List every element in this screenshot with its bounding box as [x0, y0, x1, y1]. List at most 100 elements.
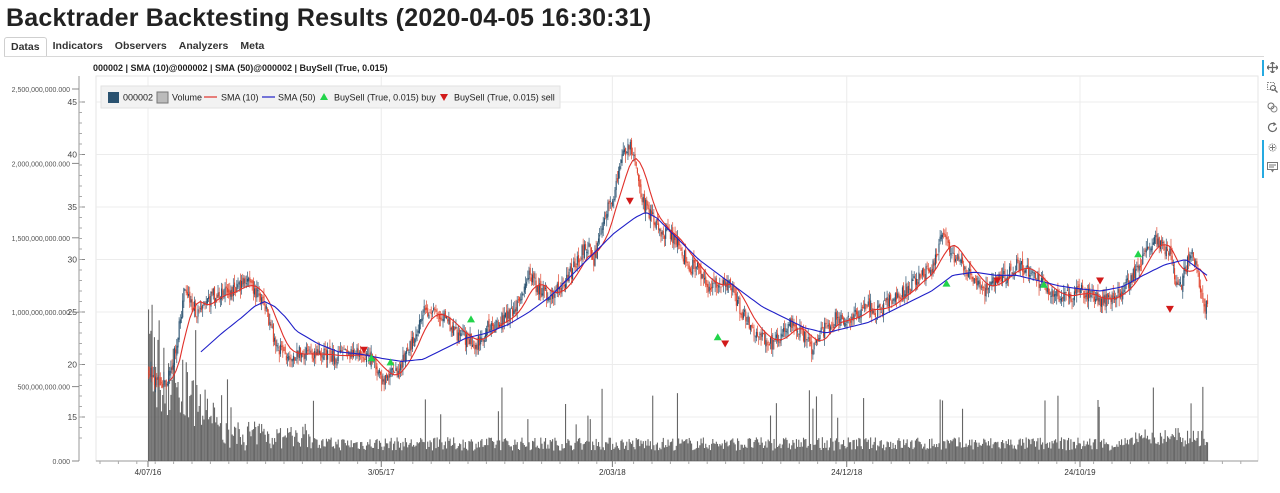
candle-body: [795, 323, 797, 332]
candle-body: [307, 350, 309, 352]
volume-bar: [493, 441, 495, 461]
volume-bar: [183, 414, 185, 461]
hover-tool[interactable]: [1262, 140, 1280, 178]
volume-bar: [692, 450, 694, 461]
volume-bar: [752, 447, 754, 461]
candle-body: [1011, 272, 1013, 275]
volume-bar: [344, 443, 346, 461]
volume-bar: [727, 446, 729, 461]
volume-bar: [991, 448, 993, 461]
candle-body: [1062, 297, 1064, 299]
candle-body: [653, 214, 655, 225]
candle-body: [847, 315, 849, 318]
candle-body: [411, 337, 413, 349]
candle-body: [162, 383, 164, 388]
candle-body: [292, 355, 294, 361]
volume-bar: [317, 447, 319, 461]
volume-bar: [824, 442, 826, 461]
candle-body: [534, 277, 536, 279]
candle-body: [885, 298, 887, 303]
tab-analyzers[interactable]: Analyzers: [178, 40, 229, 52]
candle-body: [600, 233, 602, 235]
volume-bar: [937, 447, 939, 461]
candle-body: [976, 277, 978, 286]
candle-body: [151, 366, 153, 380]
buy-signal-marker: [466, 315, 475, 323]
candle-body: [1117, 288, 1119, 293]
volume-bar: [259, 433, 262, 461]
candle-body: [861, 306, 863, 308]
candle-body: [376, 366, 378, 373]
volume-bar: [1080, 448, 1083, 461]
wheel-zoom-tool[interactable]: [1262, 98, 1280, 118]
volume-bar: [901, 447, 904, 461]
volume-bar: [533, 441, 535, 461]
volume-bar: [319, 448, 322, 461]
volume-bar: [1136, 438, 1138, 461]
candle-body: [1070, 294, 1072, 302]
candle-body: [758, 336, 760, 338]
candle-body: [483, 339, 485, 343]
candle-body: [759, 333, 761, 335]
volume-bar: [165, 382, 167, 461]
volume-bar: [1207, 442, 1209, 461]
volume-bar: [1203, 438, 1205, 461]
candle-body: [148, 370, 150, 372]
candle-body: [530, 277, 532, 282]
tab-observers[interactable]: Observers: [114, 40, 167, 52]
tab-indicators[interactable]: Indicators: [52, 40, 103, 52]
tab-meta[interactable]: Meta: [240, 40, 265, 52]
volume-bar: [936, 444, 938, 461]
volume-bar: [742, 447, 744, 461]
volume-bar: [687, 443, 689, 461]
volume-tick-label: 1,500,000,000.000: [12, 236, 70, 243]
candle-body: [196, 317, 198, 319]
buy-signal-marker: [942, 279, 951, 287]
candle-body: [422, 314, 424, 320]
volume-bar: [570, 445, 572, 461]
volume-bar: [238, 429, 240, 461]
volume-bar: [864, 439, 866, 461]
volume-bar: [685, 439, 687, 461]
volume-bar: [363, 448, 365, 461]
wheel-zoom-tool-icon: [1267, 102, 1278, 113]
volume-bar: [1176, 440, 1178, 461]
volume-bar: [523, 444, 525, 461]
volume-bar: [372, 447, 375, 461]
candle-body: [753, 329, 755, 336]
candle-body: [798, 333, 800, 335]
box-zoom-tool[interactable]: [1262, 78, 1280, 98]
volume-bar: [1099, 441, 1101, 461]
reset-tool[interactable]: [1262, 118, 1280, 138]
candle-body: [257, 290, 259, 292]
candle-body: [415, 334, 417, 340]
legend-label-buy: BuySell (True, 0.015) buy: [334, 93, 436, 103]
candle-body: [1027, 266, 1030, 277]
candle-body: [1196, 261, 1198, 267]
pan-tool[interactable]: [1262, 58, 1280, 78]
candle-body: [674, 234, 676, 241]
candle-body: [254, 288, 256, 295]
volume-bar: [636, 439, 638, 461]
candle-body: [337, 351, 339, 362]
volume-bar: [168, 363, 170, 461]
candle-body: [848, 318, 850, 320]
volume-bar: [539, 448, 541, 461]
volume-bar: [627, 450, 629, 461]
candle-body: [447, 319, 449, 322]
candle-body: [378, 369, 380, 373]
volume-bar: [201, 424, 203, 461]
volume-bar: [1036, 441, 1038, 461]
candle-body: [647, 204, 649, 209]
candle-body: [184, 289, 186, 291]
volume-bar: [421, 439, 423, 461]
candle-body: [270, 324, 272, 326]
candle-body: [866, 304, 868, 308]
candle-body: [1077, 285, 1079, 287]
volume-bar: [526, 446, 528, 461]
volume-bar: [1174, 437, 1176, 461]
crosshair-tool[interactable]: [1262, 138, 1280, 158]
volume-bar: [159, 389, 161, 461]
volume-bar: [1049, 442, 1051, 461]
